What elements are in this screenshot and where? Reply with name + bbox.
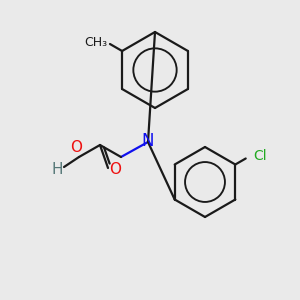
Text: O: O (109, 161, 121, 176)
Text: Cl: Cl (254, 149, 267, 164)
Text: O: O (70, 140, 82, 155)
Text: H: H (51, 163, 63, 178)
Text: N: N (142, 132, 154, 150)
Text: CH₃: CH₃ (84, 37, 107, 50)
